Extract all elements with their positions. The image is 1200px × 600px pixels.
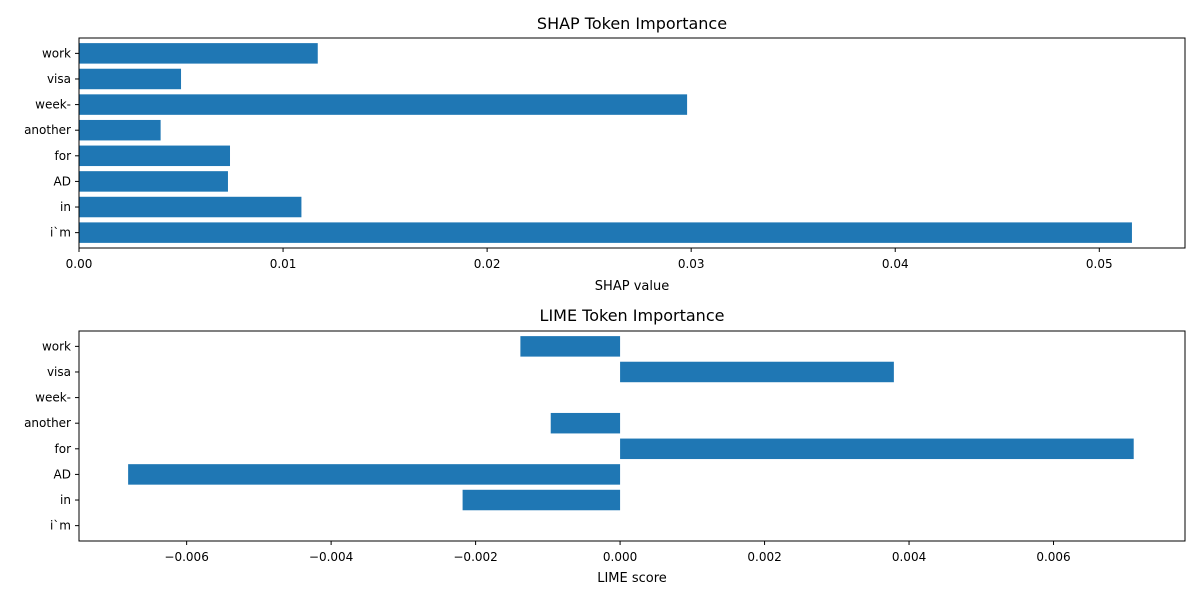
shap-bar-2 (79, 68, 182, 90)
lime-y-tick-label: in (60, 493, 71, 507)
lime-y-tick-label: i`m (50, 519, 71, 533)
lime-ticks: work visa week-another for AD in i`m −0.006 −0.0… (24, 339, 1071, 564)
shap-y-tick-label: for (55, 149, 72, 163)
shap-bar-7 (79, 196, 302, 218)
lime-x-tick-label: 0.002 (747, 550, 781, 564)
lime-y-tick-label: visa (47, 365, 71, 379)
shap-bar-5 (79, 145, 231, 167)
shap-plot-frame (78, 37, 1186, 249)
shap-x-tick-label: 0.05 (1086, 257, 1113, 271)
lime-bar-6 (128, 464, 621, 485)
lime-y-tick-label: week- (35, 391, 71, 405)
shap-ticks: work visa week-another for AD in i`m 0.00 0.01 0.… (24, 46, 1113, 271)
shap-x-tick-label: 0.00 (66, 257, 93, 271)
lime-x-tick-label: −0.002 (453, 550, 497, 564)
lime-x-axis-label: LIME score (597, 571, 667, 586)
lime-plot-frame (78, 330, 1186, 542)
shap-y-tick-label: AD (54, 174, 71, 188)
shap-x-tick-label: 0.01 (270, 257, 297, 271)
shap-x-tick-label: 0.04 (882, 257, 909, 271)
lime-x-tick-label: 0.004 (892, 550, 926, 564)
shap-y-tick-label: in (60, 200, 71, 214)
shap-chart-panel: SHAP Token Importance work visa week-anoth… (24, 14, 1186, 294)
lime-bar-7 (462, 489, 621, 511)
shap-y-tick-label: work (42, 46, 71, 60)
shap-x-tick-label: 0.02 (474, 257, 501, 271)
shap-bar-4 (79, 119, 161, 141)
shap-chart-title: SHAP Token Importance (537, 14, 727, 33)
shap-y-tick-label: visa (47, 72, 71, 86)
shap-y-tick-label: week- (35, 98, 71, 112)
lime-y-tick-label: for (55, 442, 72, 456)
lime-x-tick-label: −0.006 (164, 550, 208, 564)
lime-bar-1 (520, 336, 621, 357)
shap-bars (79, 43, 1132, 243)
shap-y-tick-label: another (24, 123, 71, 137)
shap-bar-6 (79, 171, 228, 192)
shap-bar-1 (79, 43, 318, 64)
lime-bars (128, 336, 1134, 511)
lime-bar-2 (620, 361, 894, 383)
shap-x-tick-label: 0.03 (678, 257, 705, 271)
lime-chart-title: LIME Token Importance (540, 306, 725, 325)
shap-y-tick-label: i`m (50, 226, 71, 240)
lime-x-tick-label: 0.006 (1036, 550, 1070, 564)
shap-bar-8 (79, 222, 1132, 243)
lime-bar-4 (550, 412, 621, 434)
shap-bar-3 (79, 94, 688, 115)
lime-chart-panel: LIME Token Importance work visa week-anoth… (24, 306, 1186, 586)
lime-bar-5 (620, 438, 1134, 460)
lime-y-tick-label: AD (54, 467, 71, 481)
shap-x-axis-label: SHAP value (595, 279, 669, 294)
lime-x-tick-label: −0.004 (309, 550, 353, 564)
lime-y-tick-label: another (24, 416, 71, 430)
lime-x-tick-label: 0.000 (603, 550, 637, 564)
lime-y-tick-label: work (42, 339, 71, 353)
